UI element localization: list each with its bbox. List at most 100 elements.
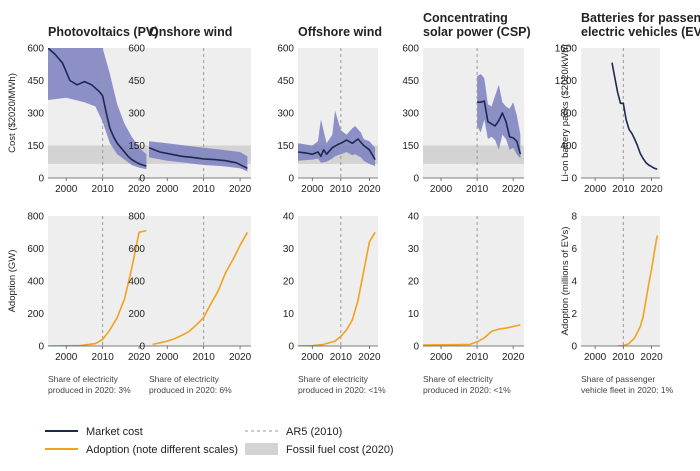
offshore-cost-xtick-label: 2010	[330, 184, 353, 195]
pv-cost-panel: 0 150 300 450 600 2000 2010 2020	[27, 44, 150, 196]
onshore-cost-uncertainty-band	[149, 141, 248, 172]
pv-adoption-xtick-label: 2010	[92, 352, 115, 363]
csp-adoption-ytick-label: 20	[408, 277, 420, 288]
csp-adoption-ytick-label: 30	[408, 244, 420, 255]
onshore-adoption-adoption-line	[152, 231, 249, 346]
csp-adoption-xtick-label: 2010	[466, 352, 489, 363]
title-pv: Photovoltaics (PV)	[48, 25, 158, 39]
csp-cost-ytick-label: 300	[402, 109, 419, 120]
pv-cost-uncertainty-band	[48, 48, 147, 170]
csp-adoption-background	[423, 216, 524, 346]
title-offshore: Offshore wind	[298, 25, 382, 39]
csp-cost-ytick-label: 0	[413, 174, 419, 185]
csp-cost-xtick-label: 2010	[466, 184, 489, 195]
offshore-adoption-background	[298, 216, 378, 346]
pv-adoption-ytick-label: 400	[27, 277, 44, 288]
onshore-adoption-ytick-label: 800	[128, 212, 145, 223]
pv-cost-xtick-label: 2000	[55, 184, 78, 195]
onshore-adoption-ytick-label: 200	[128, 309, 145, 320]
pv-cost-market-cost-line	[48, 48, 147, 167]
offshore-cost-xtick-label: 2020	[358, 184, 381, 195]
csp-adoption-ytick-label: 10	[408, 309, 420, 320]
ev-cost-xtick-label: 2000	[584, 184, 607, 195]
ev-adoption-adoption-line	[617, 235, 658, 346]
offshore-adoption-xtick-label: 2010	[330, 352, 353, 363]
footnote-offshore: Share of electricity produced in 2020: <1…	[298, 374, 386, 395]
csp-adoption-ytick-label: 40	[408, 212, 420, 223]
legend-fossil-swatch	[245, 443, 278, 455]
ev-cost-ytick-label: 800	[560, 109, 577, 120]
onshore-cost-xtick-label: 2020	[229, 184, 252, 195]
ev-cost-ylabel: Li-on battery packs ($2020/kWh)	[560, 44, 571, 181]
offshore-adoption-xtick-label: 2000	[301, 352, 324, 363]
ev-cost-xtick-label: 2020	[640, 184, 663, 195]
pv-cost-ytick-label: 150	[27, 141, 44, 152]
csp-cost-ytick-label: 150	[402, 141, 419, 152]
ev-cost-background	[581, 48, 660, 178]
legend-adoption-label: Adoption (note different scales)	[86, 444, 238, 456]
offshore-cost-ytick-label: 300	[277, 109, 294, 120]
adoption-ylabel: Adoption (GW)	[7, 250, 18, 313]
onshore-adoption-ytick-label: 600	[128, 244, 145, 255]
onshore-cost-xtick-label: 2010	[193, 184, 216, 195]
ev-cost-panel: 0 400 800 1200 1600 2000 2010 2020	[555, 44, 663, 196]
onshore-adoption-xtick-label: 2020	[229, 352, 252, 363]
pv-adoption-xtick-label: 2000	[55, 352, 78, 363]
ev-cost-ytick-label: 0	[571, 174, 577, 185]
offshore-adoption-ytick-label: 20	[283, 277, 295, 288]
offshore-cost-market-cost-line	[298, 138, 376, 161]
offshore-adoption-ytick-label: 10	[283, 309, 295, 320]
offshore-cost-ytick-label: 600	[277, 44, 294, 55]
pv-cost-ytick-label: 450	[27, 76, 44, 87]
onshore-adoption-ytick-label: 0	[139, 342, 145, 353]
pv-adoption-ytick-label: 800	[27, 212, 44, 223]
ev-adoption-ytick-label: 4	[571, 277, 577, 288]
onshore-adoption-xtick-label: 2010	[193, 352, 216, 363]
offshore-adoption-adoption-line	[298, 231, 376, 346]
offshore-adoption-xtick-label: 2020	[358, 352, 381, 363]
ev-adoption-panel: 0 2 4 6 8 2000 2010 2020	[571, 212, 663, 364]
title-csp: Concentrating solar power (CSP)	[423, 11, 531, 39]
ev-adoption-ylabel: Adoption (millions of EVs)	[560, 227, 571, 336]
csp-cost-xtick-label: 2020	[502, 184, 525, 195]
ev-adoption-ytick-label: 8	[571, 212, 577, 223]
csp-adoption-panel: 0 10 20 30 40 2000 2010 2020	[408, 212, 525, 364]
offshore-cost-ytick-label: 0	[288, 174, 294, 185]
onshore-adoption-ytick-label: 400	[128, 277, 145, 288]
onshore-adoption-background	[149, 216, 251, 346]
pv-adoption-background	[48, 216, 150, 346]
ev-cost-ytick-label: 1200	[555, 76, 578, 87]
pv-adoption-ytick-label: 0	[38, 342, 44, 353]
offshore-cost-ytick-label: 450	[277, 76, 294, 87]
ev-adoption-ytick-label: 6	[571, 244, 577, 255]
legend-ar5-label: AR5 (2010)	[286, 426, 342, 438]
ev-adoption-xtick-label: 2020	[640, 352, 663, 363]
footnote-onshore: Share of electricity produced in 2020: 6%	[149, 374, 232, 395]
pv-adoption-ytick-label: 600	[27, 244, 44, 255]
onshore-cost-ytick-label: 450	[128, 76, 145, 87]
ev-adoption-ytick-label: 2	[571, 309, 577, 320]
csp-adoption-adoption-line	[423, 324, 521, 346]
offshore-cost-ytick-label: 150	[277, 141, 294, 152]
pv-cost-xtick-label: 2010	[92, 184, 115, 195]
footnote-csp: Share of electricity produced in 2020: <1…	[423, 374, 511, 395]
ev-adoption-xtick-label: 2010	[612, 352, 635, 363]
onshore-cost-ytick-label: 150	[128, 141, 145, 152]
onshore-adoption-xtick-label: 2000	[156, 352, 179, 363]
title-onshore: Onshore wind	[149, 25, 232, 39]
onshore-cost-ytick-label: 300	[128, 109, 145, 120]
legend: Market cost Adoption (note different sca…	[45, 426, 394, 456]
legend-market-cost-label: Market cost	[86, 426, 143, 438]
footnote-ev: Share of passenger vehicle fleet in 2020:…	[581, 374, 674, 395]
onshore-cost-ytick-label: 600	[128, 44, 145, 55]
onshore-adoption-panel: 0 200 400 600 800 2000 2010 2020	[128, 212, 251, 364]
pv-adoption-xtick-label: 2020	[128, 352, 151, 363]
ev-cost-xtick-label: 2010	[612, 184, 635, 195]
onshore-cost-xtick-label: 2000	[156, 184, 179, 195]
csp-adoption-ytick-label: 0	[413, 342, 419, 353]
csp-cost-fossil-band	[423, 145, 524, 164]
title-ev: Batteries for passenger electric vehicle…	[581, 11, 700, 39]
csp-cost-ytick-label: 600	[402, 44, 419, 55]
